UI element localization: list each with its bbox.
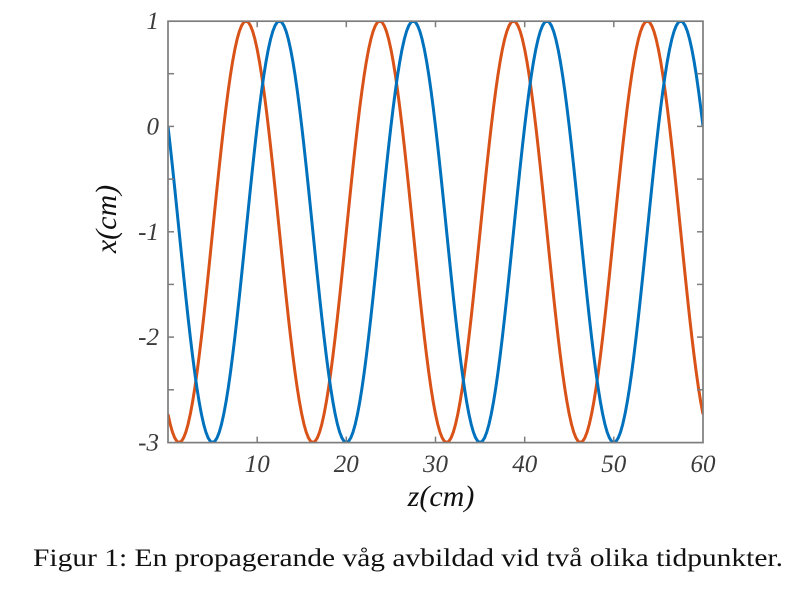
svg-text:x(cm): x(cm) bbox=[90, 185, 123, 254]
svg-text:60: 60 bbox=[691, 451, 717, 478]
svg-text:0: 0 bbox=[147, 113, 160, 140]
svg-text:10: 10 bbox=[245, 451, 271, 478]
svg-text:-1: -1 bbox=[138, 219, 159, 246]
svg-text:-3: -3 bbox=[138, 430, 159, 457]
svg-text:z(cm): z(cm) bbox=[407, 480, 475, 513]
svg-text:50: 50 bbox=[601, 451, 627, 478]
svg-text:Figur 1: En propagerande våg a: Figur 1: En propagerande våg avbildad vi… bbox=[33, 545, 783, 572]
svg-text:1: 1 bbox=[147, 8, 160, 35]
svg-text:20: 20 bbox=[334, 451, 360, 478]
svg-text:30: 30 bbox=[422, 451, 449, 478]
svg-text:-2: -2 bbox=[138, 324, 159, 351]
svg-text:40: 40 bbox=[512, 451, 538, 478]
